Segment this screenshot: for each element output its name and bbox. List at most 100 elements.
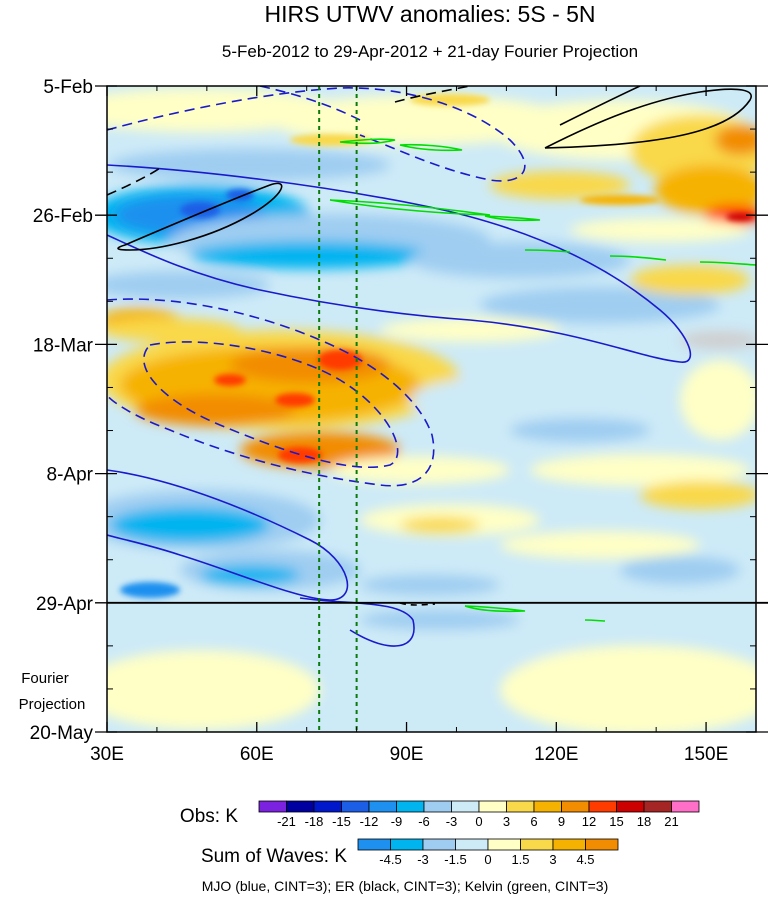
kelvin-contour [524,249,571,253]
anomaly-blob [110,507,270,543]
obs-color-box [506,800,535,813]
mjo-contour [107,164,692,363]
anomaly-blob [200,565,300,585]
anomaly-blob [278,447,322,463]
obs-level-label: 9 [558,814,565,829]
anomaly-blob [630,265,750,295]
anomaly-blob [490,171,630,199]
obs-level-label: 12 [582,814,596,829]
mjo-contour [107,469,349,601]
anomaly-blob [107,318,240,342]
obs-level-label: -18 [305,814,324,829]
obs-level-label: 18 [637,814,651,829]
obs-level-label: -9 [391,814,403,829]
obs-color-box [286,800,315,813]
anomaly-field [107,86,756,732]
x-tick-label: 60E [240,744,274,765]
anomaly-blob [410,94,490,106]
er-contour [559,86,641,126]
y-tick-label: 8-Apr [47,465,94,486]
x-tick-label: 30E [90,744,124,765]
obs-color-box [588,800,617,813]
er-contour [544,88,752,149]
anomaly-blob [570,218,750,242]
anomaly-blob [480,287,720,323]
anomaly-blob [410,242,630,278]
obs-level-label: 21 [664,814,678,829]
anomaly-blob [655,165,756,215]
reference-lines [107,86,768,732]
waves-level-label: -4.5 [379,852,401,867]
obs-color-box [561,800,590,813]
kelvin-contour [584,619,606,622]
waves-level-label: 3 [549,852,556,867]
anomaly-blob [120,582,180,598]
kelvin-contour [699,261,756,266]
obs-color-box [478,800,507,813]
kelvin-contour [329,199,491,216]
anomaly-blob [510,418,650,442]
er-contour [394,86,471,103]
projection-blob [500,645,756,732]
obs-color-box [341,800,370,813]
mjo-contour [259,86,361,121]
anomaly-blob [620,556,740,584]
waves-color-box [455,838,489,851]
waves-color-box [357,838,391,851]
mjo-contour [107,87,526,182]
projection-blob [107,650,320,730]
anomaly-blob [726,213,754,221]
anomaly-blob [110,149,390,181]
waves-level-label: 0 [484,852,491,867]
y-tick-label: 18-Mar [33,335,94,356]
x-tick-label: 150E [684,744,728,765]
x-tick-label: 120E [534,744,578,765]
projection-shading [107,610,756,732]
y-tick-label: 20-May [30,723,94,744]
chart-subtitle: 5-Feb-2012 to 29-Apr-2012 + 21-day Fouri… [222,42,638,61]
waves-colorbar: -4.5 -3 -1.5 0 1.5 3 4.5 [357,838,619,867]
plot-frame [106,85,757,733]
waves-color-box [552,838,586,851]
anomaly-blob [275,393,315,407]
projection-blob [360,610,520,630]
obs-level-label: -12 [360,814,379,829]
anomaly-blob [226,189,254,201]
obs-color-box [451,800,480,813]
chart-title: HIRS UTWV anomalies: 5S - 5N [264,1,595,27]
y-tick-label: 29-Apr [36,594,94,615]
contour-note: MJO (blue, CINT=3); ER (black, CINT=3); … [202,878,609,894]
waves-color-box [585,838,619,851]
er-contour [117,182,283,251]
anomaly-blob [180,202,220,218]
obs-color-box [423,800,452,813]
obs-color-box [258,800,287,813]
mjo-contour [143,341,399,469]
y-tick-label: 5-Feb [43,77,93,98]
obs-legend-label: Obs: K [180,806,238,827]
waves-color-box [487,838,521,851]
anomaly-blob [580,195,660,205]
obs-level-label: -6 [418,814,430,829]
obs-color-box [368,800,397,813]
waves-legend-label: Sum of Waves: K [201,846,347,867]
obs-level-label: 0 [475,814,482,829]
fourier-label-line2: Projection [19,696,86,713]
anomaly-blob [500,531,700,559]
anomaly-blob [530,454,750,486]
anomaly-blob [214,374,246,386]
obs-level-label: -21 [277,814,296,829]
fourier-label-line1: Fourier [21,670,69,687]
anomaly-blob [360,575,500,595]
projection-blob [360,620,580,660]
anomaly-blob [380,318,560,342]
kelvin-contour [399,143,463,152]
obs-shading [107,88,756,595]
waves-level-label: 4.5 [576,852,594,867]
obs-level-label: 6 [530,814,537,829]
obs-shading-fine [120,94,754,598]
waves-level-label: -3 [417,852,429,867]
obs-level-label: -15 [332,814,351,829]
anomaly-blob [135,394,295,426]
anomaly-blob [318,350,362,370]
